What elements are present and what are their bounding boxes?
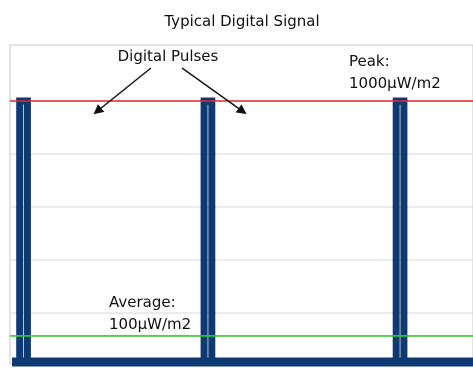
annotation-digital-pulses: Digital Pulses (118, 47, 219, 65)
reference-lines (10, 100, 473, 337)
peak-label-line2: 1000μW/m2 (349, 74, 441, 92)
signal-series-line (12, 97, 473, 366)
chart-title: Typical Digital Signal (163, 12, 319, 30)
annotation-arrow-right (181, 67, 247, 115)
average-label-line2: 100μW/m2 (109, 315, 191, 333)
average-label-line1: Average: (109, 293, 176, 311)
annotation-arrow-left (93, 67, 152, 115)
peak-label-line1: Peak: (349, 52, 390, 70)
series-layer (12, 97, 473, 367)
